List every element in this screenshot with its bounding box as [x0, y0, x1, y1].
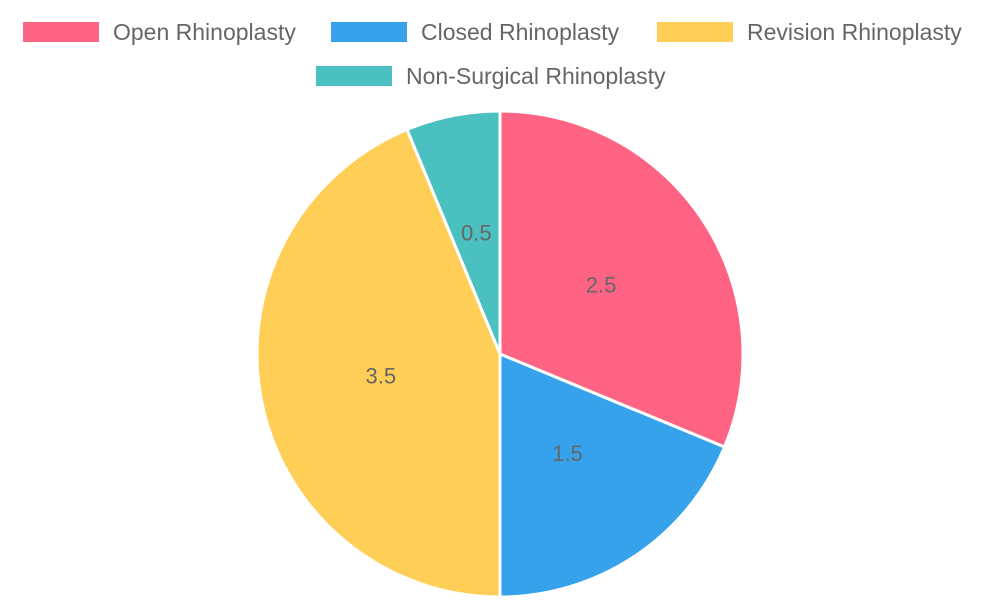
legend-item-non-surgical-rhinoplasty[interactable]: Non-Surgical Rhinoplasty	[316, 62, 666, 89]
data-label: 3.5	[366, 364, 397, 389]
pie-slice-revision-rhinoplasty[interactable]	[255, 127, 502, 599]
pie-slice-non-surgical-rhinoplasty[interactable]	[405, 109, 502, 355]
data-label: 2.5	[586, 272, 617, 297]
data-label: 0.5	[461, 221, 492, 246]
legend-label: Non-Surgical Rhinoplasty	[406, 62, 666, 89]
legend-label: Revision Rhinoplasty	[747, 18, 962, 45]
legend-swatch	[657, 22, 733, 42]
legend-swatch	[316, 66, 392, 86]
pie-slice-open-rhinoplasty[interactable]	[498, 109, 745, 449]
data-label: 1.5	[552, 441, 583, 466]
legend-item-revision-rhinoplasty[interactable]: Revision Rhinoplasty	[657, 18, 962, 45]
legend-label: Open Rhinoplasty	[113, 18, 296, 45]
legend-swatch	[23, 22, 99, 42]
legend-item-closed-rhinoplasty[interactable]: Closed Rhinoplasty	[331, 18, 620, 45]
pie-slice-closed-rhinoplasty[interactable]	[498, 351, 727, 599]
legend-label: Closed Rhinoplasty	[421, 18, 620, 45]
legend-swatch	[331, 22, 407, 42]
legend-item-open-rhinoplasty[interactable]: Open Rhinoplasty	[23, 18, 296, 45]
